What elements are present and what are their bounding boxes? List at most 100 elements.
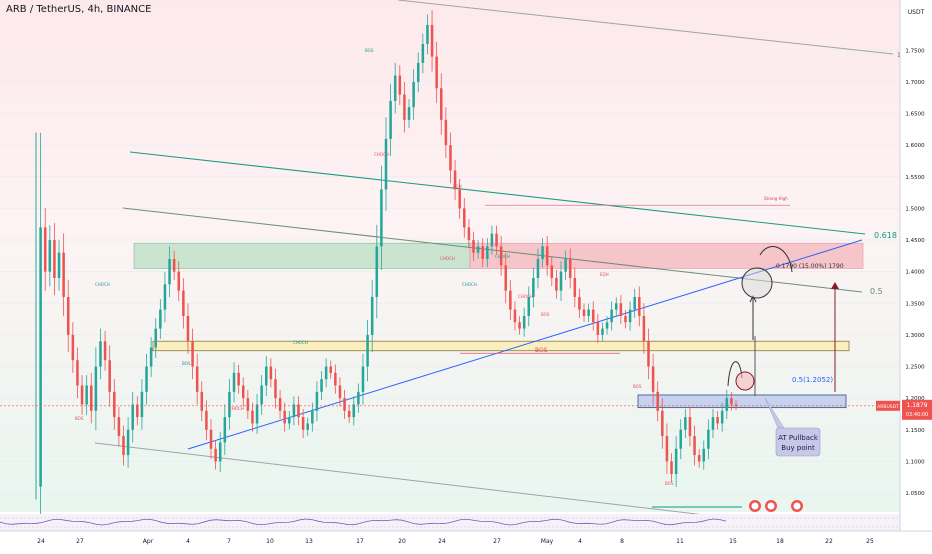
candle-body xyxy=(255,404,259,424)
candle-body xyxy=(62,252,65,297)
date-tick-label: 25 xyxy=(866,538,874,545)
structure-label: CHOCH xyxy=(229,406,244,411)
candle-body xyxy=(416,62,420,82)
callout-box xyxy=(775,427,821,457)
price-axis xyxy=(900,0,932,531)
candle-body xyxy=(149,347,153,367)
candle-body xyxy=(39,227,42,487)
candle-body xyxy=(380,189,383,247)
candle-body xyxy=(587,309,590,316)
candle-body xyxy=(619,303,623,316)
candle-body xyxy=(624,315,627,323)
structure-label: BOS xyxy=(75,416,84,421)
candle-body xyxy=(499,246,503,266)
price-tick-label: 1.1500 xyxy=(905,428,925,434)
structure-label: EQH xyxy=(600,272,609,277)
candle-body xyxy=(734,404,738,406)
candle-body xyxy=(389,100,392,139)
candle-body xyxy=(85,385,88,405)
price-badge-value: 1.1879 xyxy=(907,402,928,409)
candle-body xyxy=(80,385,84,405)
candle-body xyxy=(306,423,309,430)
event-icon-inner xyxy=(751,502,759,510)
candle-body xyxy=(679,429,683,449)
date-tick-label: 24 xyxy=(438,538,446,545)
symbol-badge xyxy=(876,400,900,411)
price-tick-label: 1.2000 xyxy=(905,396,925,402)
candle-body xyxy=(426,24,429,44)
bos-label-main: BOS xyxy=(535,347,548,354)
candle-body xyxy=(126,429,130,456)
candle-body xyxy=(122,436,125,456)
candle-body xyxy=(103,341,107,361)
candle-body xyxy=(274,379,277,399)
candle-body xyxy=(241,385,245,399)
candle-body xyxy=(76,360,79,386)
candle-body xyxy=(324,366,328,380)
candle-body xyxy=(513,309,517,323)
candle-body xyxy=(730,398,733,405)
candle-body xyxy=(403,94,406,120)
price-tick-label: 1.4000 xyxy=(905,270,925,276)
candle-body xyxy=(605,322,609,329)
candle-body xyxy=(463,208,466,228)
candle-body xyxy=(264,366,268,386)
date-tick-label: 4 xyxy=(186,538,190,545)
symbol-badge-text: ARBUSDT xyxy=(877,404,899,410)
candle-body xyxy=(518,322,521,329)
candle-body xyxy=(195,366,199,392)
demand-zone-green xyxy=(133,242,471,269)
candle-body xyxy=(435,56,438,89)
candle-body xyxy=(343,398,346,411)
candle-body xyxy=(642,315,646,342)
trend-one-label: 1 xyxy=(897,52,901,59)
candle-body xyxy=(614,303,618,310)
price-tick-label: 1.6500 xyxy=(905,112,925,118)
event-icon-inner xyxy=(793,502,801,510)
channel-lower-line xyxy=(94,442,706,516)
candle-body xyxy=(334,372,337,386)
candle-body xyxy=(269,366,273,380)
candle-body xyxy=(458,189,461,209)
structure-label: BOS xyxy=(541,312,550,317)
candle-body xyxy=(481,246,484,259)
candle-body xyxy=(159,309,162,329)
price-tick-label: 1.7500 xyxy=(905,48,925,54)
date-tick-label: Apr xyxy=(143,538,154,545)
fib-5-label: 0.5 xyxy=(870,287,883,296)
candle-body xyxy=(223,417,227,443)
date-tick-label: May xyxy=(541,538,554,545)
price-tick-label: 1.2500 xyxy=(905,365,925,371)
date-tick-label: 15 xyxy=(729,538,737,545)
rsi-line xyxy=(0,518,727,526)
candle-body xyxy=(232,372,236,392)
callout-line-1: AT Pullback xyxy=(778,434,819,442)
candle-body xyxy=(495,233,498,247)
date-tick-label: 18 xyxy=(776,538,784,545)
candle-body xyxy=(278,398,282,411)
price-tick-label: 1.5500 xyxy=(905,175,925,181)
candle-body xyxy=(610,309,613,323)
candle-body xyxy=(444,119,448,146)
candle-body xyxy=(720,410,724,424)
pullback-circle xyxy=(735,371,755,391)
candle-body xyxy=(361,366,365,392)
candle-body xyxy=(716,417,719,424)
candle-body xyxy=(66,296,70,335)
structure-label: CHOCH xyxy=(95,282,110,287)
candle-body xyxy=(711,417,715,430)
date-tick-label: 27 xyxy=(76,538,84,545)
channel-upper-line xyxy=(397,0,894,55)
candle-body xyxy=(651,366,655,392)
candle-body xyxy=(136,404,139,418)
candle-body xyxy=(582,309,586,316)
candle-body xyxy=(352,404,356,418)
candle-body xyxy=(656,391,659,411)
structure-label: CHOCH xyxy=(374,152,389,157)
candle-body xyxy=(661,410,664,437)
candle-body xyxy=(412,81,415,108)
measure-arrow-head xyxy=(831,282,839,289)
candle-body xyxy=(421,43,425,63)
